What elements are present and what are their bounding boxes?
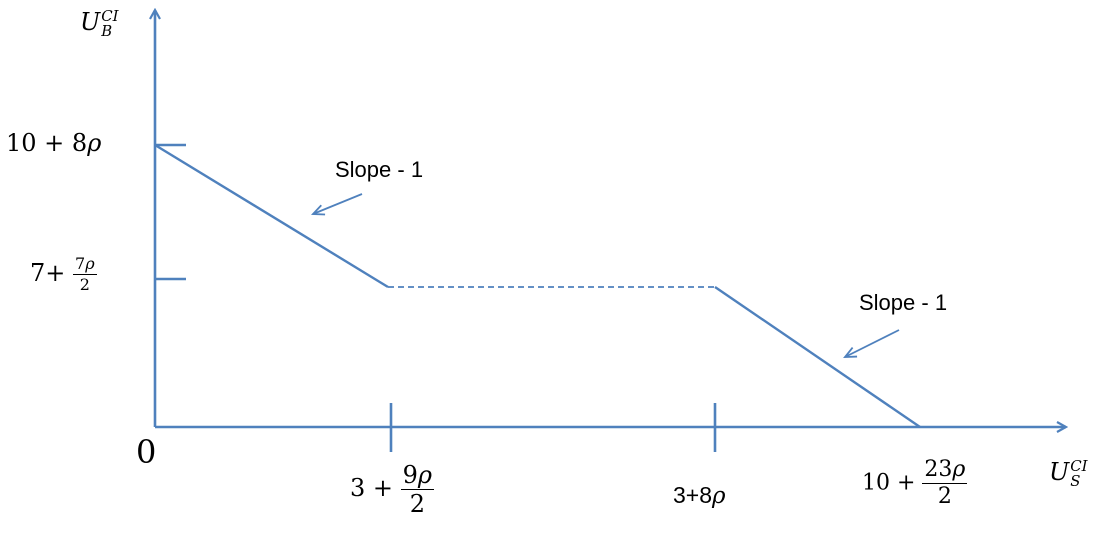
x-axis-sup: CI [1070,456,1088,475]
segment-right-slope [714,286,921,428]
x-axis-base: U [1049,458,1070,486]
y-axis-base: U [80,8,101,36]
x-tick-label-2-symbol: ρ [712,483,726,509]
x-tick-label-1-prefix: 3 + [350,474,401,502]
y-tick-label-1-prefix: 10 + 8 [6,129,88,157]
x-tick-label-3-prefix: 10 + [862,470,923,496]
segment-left-slope [154,143,389,289]
x-axis-label: U CI S [1049,458,1088,488]
y-tick-label-2: 7+ 7ρ 2 [30,256,97,293]
x-tick-label-3-num-digit: 23 [924,457,953,482]
x-tick-label-3: 10 + 23ρ 2 [862,457,968,509]
x-axis-sub: S [1070,471,1081,490]
x-tick-label-1-num-symbol: ρ [417,461,433,489]
origin-label: 0 [136,433,157,471]
x-tick-label-2-prefix: 3+8 [673,482,713,508]
y-tick-label-2-den: 2 [79,275,90,294]
slope-annotation-1: Slope - 1 [335,157,424,182]
y-axis-label: U CI B [80,8,119,38]
y-tick-label-2-num-digit: 7 [75,254,86,273]
y-axis-sub: B [101,21,113,40]
x-tick-label-1: 3 + 9ρ 2 [350,461,435,518]
x-tick-label-3-den: 2 [937,484,952,509]
annotation-arrow-1 [313,193,363,214]
slope-annotation-2: Slope - 1 [859,290,948,315]
x-tick-label-2: 3+8ρ [673,482,726,509]
y-tick-label-1: 10 + 8ρ [6,129,101,157]
x-tick-label-3-num-symbol: ρ [952,457,966,482]
y-tick-label-1-symbol: ρ [87,129,102,157]
x-tick-label-1-den: 2 [409,490,425,518]
annotation-arrow-2 [845,329,900,357]
y-tick-label-2-num-symbol: ρ [85,254,95,273]
y-tick-label-2-prefix: 7+ [30,259,74,287]
x-tick-label-1-num-digit: 9 [402,461,418,489]
y-axis-sup: CI [101,6,119,25]
